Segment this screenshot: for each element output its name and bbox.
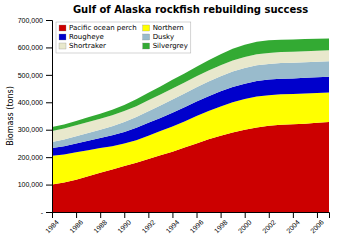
x-tick: 1998 [213, 212, 229, 235]
tick-label: 2002 [261, 219, 277, 235]
legend-item: Silvergrey [143, 42, 188, 50]
legend-swatch [59, 43, 66, 49]
tick-mark [46, 130, 52, 131]
legend-item: Rougheye [59, 33, 104, 41]
legend-label: Shortraker [69, 42, 106, 50]
tick-label: 400,000 [18, 99, 43, 106]
tick-mark [197, 212, 198, 218]
legend-swatch [59, 25, 66, 31]
legend-swatch [59, 34, 66, 40]
tick-mark [221, 212, 222, 218]
x-tick: 1986 [68, 212, 84, 235]
legend-swatch [143, 34, 150, 40]
y-tick: 200,000 [18, 154, 52, 161]
tick-mark [46, 75, 52, 76]
tick-label: 100,000 [18, 181, 43, 188]
tick-mark [100, 212, 101, 218]
tick-label: 1984 [44, 219, 60, 235]
tick-mark [172, 212, 173, 218]
x-tick: 2004 [285, 212, 301, 235]
legend-item: Dusky [143, 33, 174, 41]
x-axis: 1984 1986 1988 1990 1992 1994 1996 1998 2000 2002… [44, 212, 329, 235]
axis-line [46, 21, 53, 213]
area [52, 50, 329, 142]
areas [52, 38, 329, 212]
tick-label: 1996 [189, 219, 205, 235]
legend-label: Northern [153, 24, 184, 32]
tick-label: 2006 [309, 219, 325, 235]
y-tick: - [41, 209, 52, 216]
tick-label: 500,000 [18, 72, 43, 79]
y-axis: - 100,000 200,000 300,000 400,000 500,000 600,… [18, 17, 53, 216]
legend: Pacific ocean perch Northern Rougheye Dusky… [56, 22, 191, 53]
tick-mark [46, 185, 52, 186]
legend-label: Silvergrey [153, 42, 188, 50]
tick-mark [317, 212, 318, 218]
x-tick: 1992 [140, 212, 156, 235]
legend-item: Northern [143, 24, 184, 32]
legend-item: Shortraker [59, 42, 106, 50]
legend-item: Pacific ocean perch [59, 24, 137, 32]
axis-title: Biomass (tons) [6, 86, 15, 146]
axis-line [53, 213, 330, 219]
tick-mark [46, 157, 52, 158]
y-tick: 400,000 [18, 99, 52, 106]
y-tick: 300,000 [18, 126, 52, 133]
tick-mark [269, 212, 270, 218]
plot-area: - 100,000 200,000 300,000 400,000 500,000 600,… [18, 17, 330, 235]
tick-label: 1994 [165, 219, 181, 235]
tick-mark [46, 20, 52, 21]
legend-label: Dusky [153, 33, 174, 41]
tick-mark [293, 212, 294, 218]
y-tick: 100,000 [18, 181, 52, 188]
tick-mark [245, 212, 246, 218]
x-tick: 2002 [261, 212, 277, 235]
tick-label: 700,000 [18, 17, 43, 24]
tick-label: 1988 [92, 219, 108, 235]
tick-mark [46, 212, 52, 213]
tick-label: 2000 [237, 219, 253, 235]
x-tick: 1990 [116, 212, 132, 235]
tick-label: 1998 [213, 219, 229, 235]
x-tick: 1996 [189, 212, 205, 235]
legend-label: Rougheye [69, 33, 104, 41]
tick-mark [46, 102, 52, 103]
title: Gulf of Alaska rockfish rebuilding succe… [73, 4, 308, 15]
tick-mark [124, 212, 125, 218]
tick-label: - [41, 209, 44, 216]
tick-mark [46, 47, 52, 48]
legend-swatch [143, 43, 150, 49]
x-tick: 1994 [165, 212, 181, 235]
tick-label: 1992 [140, 219, 156, 235]
chart: - 100,000 200,000 300,000 400,000 500,000 600,… [0, 0, 341, 242]
x-tick: 1988 [92, 212, 108, 235]
tick-label: 300,000 [18, 126, 43, 133]
legend-frame [56, 22, 191, 53]
tick-label: 600,000 [18, 44, 43, 51]
x-tick: 2000 [237, 212, 253, 235]
tick-label: 2004 [285, 219, 301, 235]
tick-mark [76, 212, 77, 218]
legend-label: Pacific ocean perch [69, 24, 137, 32]
legend-swatch [143, 25, 150, 31]
tick-label: 200,000 [18, 154, 43, 161]
x-tick: 2006 [309, 212, 325, 235]
tick-label: 1990 [116, 219, 132, 235]
x-tick: 1984 [44, 212, 60, 235]
tick-label: 1986 [68, 219, 84, 235]
y-tick: 700,000 [18, 17, 52, 24]
tick-mark [52, 212, 53, 218]
y-tick: 600,000 [18, 44, 52, 51]
y-tick: 500,000 [18, 72, 52, 79]
tick-mark [148, 212, 149, 218]
